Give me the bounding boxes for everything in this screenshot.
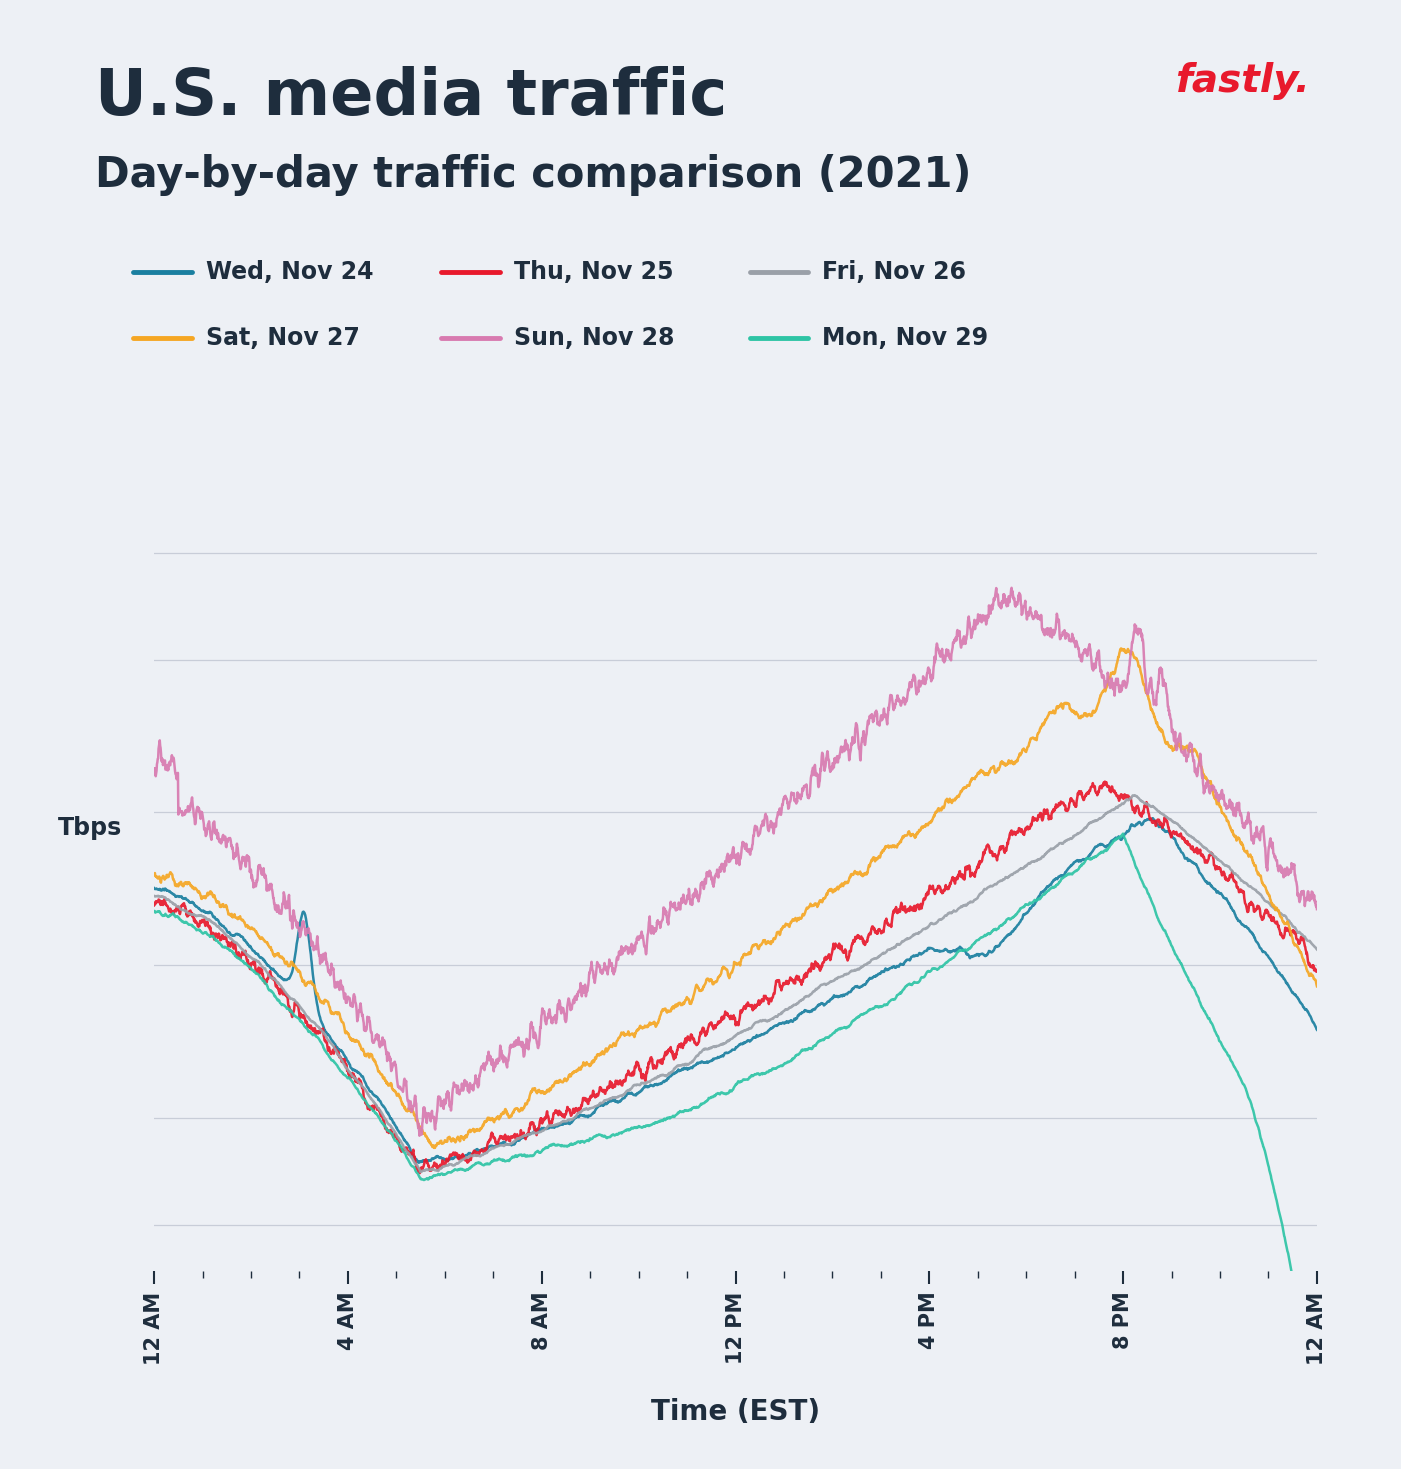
Text: Day-by-day traffic comparison (2021): Day-by-day traffic comparison (2021): [95, 154, 972, 197]
Text: Sat, Nov 27: Sat, Nov 27: [206, 326, 360, 350]
Text: Sun, Nov 28: Sun, Nov 28: [514, 326, 675, 350]
Text: Fri, Nov 26: Fri, Nov 26: [822, 260, 967, 284]
Text: Tbps: Tbps: [57, 815, 122, 840]
Text: Wed, Nov 24: Wed, Nov 24: [206, 260, 374, 284]
Text: Mon, Nov 29: Mon, Nov 29: [822, 326, 989, 350]
Text: Thu, Nov 25: Thu, Nov 25: [514, 260, 674, 284]
Text: U.S. media traffic: U.S. media traffic: [95, 66, 727, 128]
Text: fastly.: fastly.: [1175, 62, 1310, 100]
Text: Time (EST): Time (EST): [651, 1398, 820, 1426]
